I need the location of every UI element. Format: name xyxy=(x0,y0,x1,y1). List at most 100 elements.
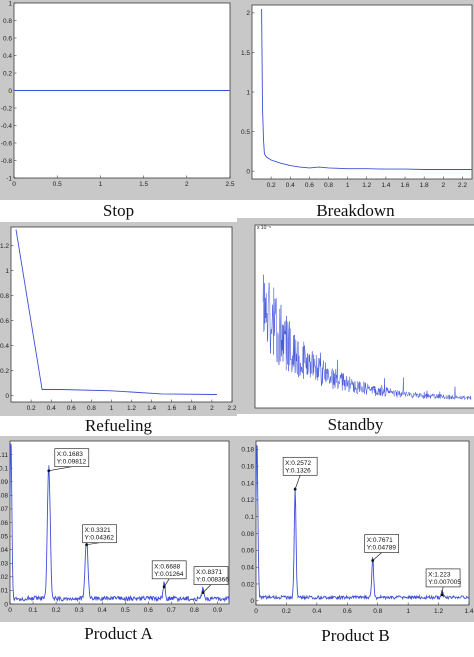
x-tick-label: 1.8 xyxy=(187,405,196,412)
y-tick-label: 0 xyxy=(5,393,9,400)
x-tick-label: 0.8 xyxy=(87,405,96,412)
annotation-y-label: Y:0.007005 xyxy=(428,579,461,586)
x-tick-label: 0.4 xyxy=(312,608,321,615)
chart-caption-breakdown: Breakdown xyxy=(316,201,395,220)
annotation-point xyxy=(162,585,166,589)
annotation-point xyxy=(47,469,51,473)
x-tick-label: 0.7 xyxy=(167,607,176,614)
x-tick-label: 1.4 xyxy=(381,182,390,189)
x-tick-label: 0.4 xyxy=(47,405,56,412)
x-tick-label: 0.4 xyxy=(98,607,107,614)
annotation-x-label: X:1.223 xyxy=(428,571,451,578)
y-tick-label: -0.8 xyxy=(1,158,13,165)
annotation-x-label: X:0.1683 xyxy=(57,451,83,458)
annotation-x-label: X:0.6688 xyxy=(154,563,180,570)
x-tick-label: 0 xyxy=(254,608,258,615)
annotation-point xyxy=(85,543,88,547)
annotation-x-label: X:0.8371 xyxy=(196,569,222,576)
y-tick-label: 0.12 xyxy=(241,497,254,504)
y-tick-label: 0.4 xyxy=(0,343,9,350)
y-tick-label: 0.6 xyxy=(3,35,12,42)
x-tick-label: 2 xyxy=(210,405,214,412)
y-tick-label: 0.07 xyxy=(0,506,8,513)
exponent-label: x 10⁻⁵ xyxy=(257,225,271,231)
y-tick-label: -0.4 xyxy=(1,123,13,130)
x-tick-label: 1.4 xyxy=(147,405,156,412)
x-tick-label: 2.2 xyxy=(227,405,236,412)
x-tick-label: 1.5 xyxy=(139,181,148,188)
x-tick-label: 2.5 xyxy=(225,181,234,188)
y-tick-label: 0.14 xyxy=(241,480,254,487)
annotation-box xyxy=(364,534,400,553)
x-tick-label: 0.6 xyxy=(305,182,314,189)
x-tick-label: 1.6 xyxy=(401,182,410,189)
chart-svg-refueling: 0.2 0.4 0.6 0.8 1 1.2 1.4 1.6 1.8 2 2.2 0 0.2 0.4 0.6 0… xyxy=(0,222,237,416)
chart-caption-refueling: Refueling xyxy=(84,416,153,435)
x-tick-label: 1.2 xyxy=(127,405,136,412)
series-line xyxy=(9,443,230,603)
annotation-x-label: X:0.7671 xyxy=(367,537,393,544)
y-tick-label: 0.01 xyxy=(0,588,8,595)
annotation-box xyxy=(54,448,90,468)
plot-area xyxy=(10,226,233,403)
x-tick-label: 0.9 xyxy=(213,607,222,614)
y-tick-label: 0.6 xyxy=(0,318,9,325)
y-tick-label: 1.5 xyxy=(241,50,250,57)
y-tick-label: 0.1 xyxy=(245,514,254,521)
x-tick-label: 0.1 xyxy=(29,607,38,614)
x-tick-label: 1 xyxy=(406,608,410,615)
y-tick-label: 0 xyxy=(250,598,254,605)
y-tick-label: -1 xyxy=(6,175,12,182)
annotation-box xyxy=(425,568,461,588)
y-tick-label: 0 xyxy=(246,168,250,175)
chart-svg-standby: x 10⁻⁵ xyxy=(237,218,474,414)
chart-caption-product-a: Product A xyxy=(84,624,153,643)
annotation-pointer xyxy=(202,584,212,593)
y-tick-label: 0.5 xyxy=(241,129,250,136)
y-tick-label: 0.8 xyxy=(0,293,9,300)
chart-svg-product-b: 0 0.2 0.4 0.6 0.8 1 1.2 1.4 0 0.02 0.04 0.06 0.08 0.1… xyxy=(237,436,474,622)
y-tick-label: 0.11 xyxy=(0,452,8,459)
x-tick-label: 0.2 xyxy=(27,405,36,412)
x-tick-label: 2 xyxy=(185,181,189,188)
x-tick-label: 2 xyxy=(441,182,445,189)
y-tick-label: 0.4 xyxy=(3,53,12,60)
x-tick-label: 1 xyxy=(110,405,114,412)
y-tick-label: 0.16 xyxy=(241,464,254,471)
y-tick-label: 0.05 xyxy=(0,533,8,540)
y-tick-label: 0.09 xyxy=(0,479,8,486)
annotation-y-label: Y:0.008366 xyxy=(196,577,229,584)
series-line xyxy=(255,445,470,601)
y-tick-label: 0.04 xyxy=(0,547,8,554)
x-tick-label: 0 xyxy=(8,607,12,614)
chart-caption-standby: Standby xyxy=(327,415,384,434)
series-line xyxy=(261,8,472,170)
y-tick-label: 0.2 xyxy=(0,368,9,375)
plot-area xyxy=(254,224,474,409)
annotation-y-label: Y:0.09812 xyxy=(57,459,87,466)
x-tick-label: 0.6 xyxy=(343,608,352,615)
annotation-point xyxy=(293,487,297,491)
annotation-box xyxy=(282,456,318,476)
series-line xyxy=(262,274,472,400)
y-tick-label: 0.02 xyxy=(241,581,254,588)
annotation-pointer xyxy=(294,475,301,490)
x-tick-label: 0.8 xyxy=(190,607,199,614)
x-tick-label: 0.6 xyxy=(67,405,76,412)
annotation-y-label: Y:0.01264 xyxy=(154,571,184,578)
x-tick-label: 1.4 xyxy=(464,608,473,615)
x-tick-label: 0.4 xyxy=(286,182,295,189)
y-tick-label: 0.02 xyxy=(0,574,8,581)
annotation-point xyxy=(440,593,444,597)
annotation-x-label: X:0.2572 xyxy=(285,460,311,467)
annotation-box xyxy=(151,560,187,580)
chart-caption-product-b: Product B xyxy=(321,626,390,645)
x-tick-label: 1.6 xyxy=(167,405,176,412)
y-tick-label: 2 xyxy=(246,10,250,17)
x-tick-label: 0.8 xyxy=(324,182,333,189)
y-tick-label: 1.2 xyxy=(0,243,9,250)
x-tick-label: 0 xyxy=(12,181,16,188)
annotation-point xyxy=(201,591,205,595)
chart-panel-stop: 0 0.5 1 1.5 2 2.5 -1 -0.8 -0.6 -0.4 -0.2 0 0.2 0.4 0.6… xyxy=(0,0,237,200)
annotation-x-label: X:0.3321 xyxy=(85,527,111,534)
